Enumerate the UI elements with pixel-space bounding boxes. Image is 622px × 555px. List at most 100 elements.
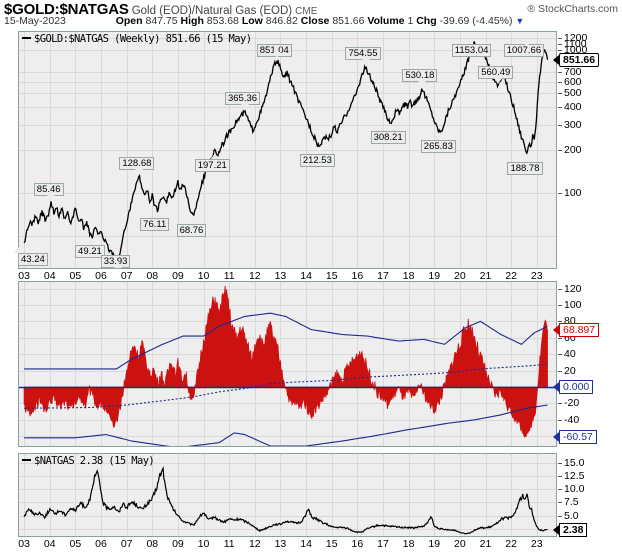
x-tick-bottom: 06 xyxy=(95,538,107,550)
symbol-description: Gold (EOD)/Natural Gas (EOD) xyxy=(131,5,293,17)
chg-value: -39.69 (-4.45%) xyxy=(439,15,513,27)
high-value: 853.68 xyxy=(206,15,239,27)
price-callout: 68.76 xyxy=(176,224,207,238)
indicator-y-tick: 20 xyxy=(564,364,576,377)
indicator-chart-panel[interactable] xyxy=(18,281,557,447)
callout-pointer xyxy=(418,81,427,88)
axis-tick-mark xyxy=(558,321,562,323)
axis-tick-mark xyxy=(558,124,562,126)
x-tick-top: 19 xyxy=(428,270,441,282)
price-callout: 212.53 xyxy=(299,154,335,168)
price-y-tick: 200 xyxy=(564,143,582,156)
x-tick-top: 12 xyxy=(248,270,261,282)
x-tick-top: 18 xyxy=(402,270,415,282)
x-tick-bottom: 03 xyxy=(18,538,30,550)
price-y-tick: 400 xyxy=(564,100,582,113)
indicator-zero-value-flag: 0.000 xyxy=(559,379,594,394)
indicator-plot xyxy=(19,282,556,446)
price-current-value-flag: 851.66 xyxy=(559,52,600,67)
callout-pointer xyxy=(361,59,370,66)
axis-tick-mark xyxy=(558,502,562,504)
natgas-y-tick: 12.5 xyxy=(564,469,585,482)
callout-pointer xyxy=(522,41,531,48)
x-tick-top: 21 xyxy=(479,270,492,282)
header-line-1: $GOLD:$NATGAS Gold (EOD)/Natural Gas (EO… xyxy=(4,1,317,18)
price-y-tick: 1100 xyxy=(564,37,587,50)
price-y-tick: 1200 xyxy=(564,32,588,45)
axis-tick-mark xyxy=(558,304,562,306)
axis-tick-mark xyxy=(558,288,562,290)
axis-tick-mark xyxy=(558,403,562,405)
natgas-y-tick: 5.0 xyxy=(564,509,579,522)
callout-pointer xyxy=(470,32,479,39)
x-tick-bottom: 09 xyxy=(172,538,184,550)
axis-tick-mark xyxy=(558,489,562,491)
flag-pointer xyxy=(553,524,559,535)
exchange-label: CME xyxy=(295,6,318,17)
callout-pointer xyxy=(523,155,532,162)
x-tick-top: 15 xyxy=(325,270,338,282)
price-legend-text: $GOLD:$NATGAS (Weekly) 851.66 (15 May) xyxy=(34,33,252,45)
volume-label: Volume xyxy=(367,15,405,27)
series-color-swatch xyxy=(22,37,31,39)
axis-tick-mark xyxy=(558,337,562,339)
x-tick-top: 03 xyxy=(18,270,30,282)
x-tick-bottom: 15 xyxy=(325,538,338,550)
callout-pointer xyxy=(210,152,219,159)
price-plot xyxy=(19,32,556,268)
axis-tick-mark xyxy=(558,462,562,464)
close-label: Close xyxy=(300,15,330,27)
x-tick-top: 06 xyxy=(95,270,107,282)
price-callout: 754.55 xyxy=(345,47,381,61)
x-tick-top: 10 xyxy=(197,270,210,282)
axis-tick-mark xyxy=(558,81,562,83)
x-tick-bottom: 11 xyxy=(223,538,235,550)
price-callout: 197.21 xyxy=(194,158,230,172)
quote-date: 15-May-2023 xyxy=(4,15,66,27)
chart-header: $GOLD:$NATGAS Gold (EOD)/Natural Gas (EO… xyxy=(0,0,622,30)
natgas-chart-panel[interactable]: $NATGAS 2.38 (15 May) xyxy=(18,453,557,537)
chevron-down-icon[interactable]: ▼ xyxy=(515,16,525,26)
x-tick-bottom: 19 xyxy=(428,538,441,550)
natgas-current-value-flag: 2.38 xyxy=(559,522,588,537)
x-tick-top: 04 xyxy=(43,270,56,282)
flag-pointer xyxy=(553,54,559,65)
symbol-ticker: $GOLD:$NATGAS xyxy=(4,1,129,18)
axis-tick-mark xyxy=(558,43,562,45)
axis-tick-mark xyxy=(558,71,562,73)
flag-pointer xyxy=(553,431,559,442)
axis-tick-mark xyxy=(558,49,562,51)
chg-label: Chg xyxy=(416,15,437,27)
price-callout: 43.24 xyxy=(18,253,48,267)
x-tick-bottom: 20 xyxy=(454,538,466,550)
natgas-y-tick: 15.0 xyxy=(564,456,585,469)
high-label: High xyxy=(180,15,204,27)
price-y-tick: 600 xyxy=(564,75,582,88)
header-quote-line: 15-May-2023 Open 847.75 High 853.68 Low … xyxy=(4,15,524,27)
x-tick-bottom: 23 xyxy=(530,538,543,550)
x-tick-top: 17 xyxy=(377,270,389,282)
callout-pointer xyxy=(153,212,162,219)
x-tick-bottom: 17 xyxy=(377,538,389,550)
price-chart-panel[interactable]: $GOLD:$NATGAS (Weekly) 851.66 (15 May) 4… xyxy=(14,31,557,269)
indicator-lower-value-flag: -60.57 xyxy=(559,429,597,444)
axis-tick-mark xyxy=(558,419,562,421)
price-y-tick: 700 xyxy=(564,65,582,78)
price-y-tick: 500 xyxy=(564,86,582,99)
axis-tick-mark xyxy=(558,515,562,517)
x-tick-top: 20 xyxy=(454,270,466,282)
price-panel-legend: $GOLD:$NATGAS (Weekly) 851.66 (15 May) xyxy=(22,33,252,45)
indicator-y-tick: 60 xyxy=(564,331,576,344)
indicator-y-tick: 40 xyxy=(564,348,576,361)
x-tick-bottom: 14 xyxy=(300,538,312,550)
low-value: 846.82 xyxy=(265,15,298,27)
x-tick-top: 08 xyxy=(146,270,159,282)
x-tick-bottom: 18 xyxy=(402,538,415,550)
x-tick-top: 23 xyxy=(530,270,543,282)
x-tick-bottom: 10 xyxy=(197,538,210,550)
x-tick-top: 22 xyxy=(505,270,517,282)
axis-tick-mark xyxy=(558,475,562,477)
stockcharts-brand: ® StockCharts.com xyxy=(527,3,618,15)
x-tick-top: 13 xyxy=(274,270,287,282)
